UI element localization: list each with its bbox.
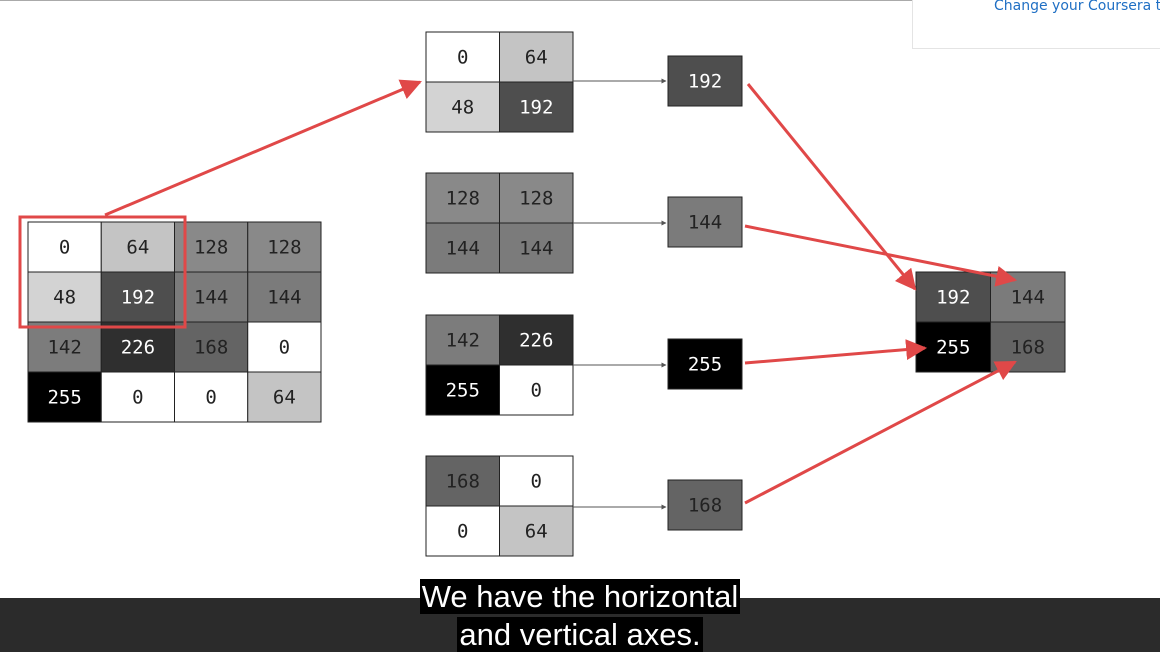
cell [27, 371, 102, 423]
cell [425, 31, 500, 83]
cell [174, 271, 249, 323]
cell [667, 338, 743, 390]
cell-value: 142 [47, 337, 81, 359]
cell [499, 222, 574, 274]
cell-value: 168 [194, 337, 228, 359]
cell-value: 192 [519, 97, 553, 119]
cell [425, 81, 500, 133]
cell [425, 172, 500, 224]
cell-value: 128 [267, 237, 301, 259]
caption-line: We have the horizontal [419, 579, 741, 614]
cells: 0 64 128 128 48 192 144 144 142 226 168 0 255 0 0 64 0 64… [27, 31, 1066, 557]
cell-value: 255 [47, 387, 81, 409]
cell-value: 192 [121, 287, 155, 309]
red-arrow [746, 83, 917, 291]
cell-value: 144 [446, 238, 480, 260]
cell-value: 48 [451, 97, 474, 119]
cell [499, 81, 574, 133]
cell [425, 364, 500, 416]
cell [100, 271, 175, 323]
highlight-box [18, 215, 187, 329]
cell-value: 48 [53, 287, 76, 309]
cell [915, 321, 991, 373]
cell [174, 221, 249, 273]
cell [100, 371, 175, 423]
cell-value: 0 [132, 387, 143, 409]
cell-value: 144 [688, 212, 722, 234]
cell-value: 128 [446, 188, 480, 210]
cell-value: 64 [525, 47, 548, 69]
cell-value: 64 [273, 387, 296, 409]
cell-value: 226 [121, 337, 155, 359]
cell-value: 255 [446, 380, 480, 402]
cell-value: 0 [457, 521, 468, 543]
cell-value: 144 [267, 287, 301, 309]
arrows [18, 78, 1018, 510]
cell-value: 168 [688, 495, 722, 517]
banner[interactable]: Change your Coursera t [912, 0, 1160, 49]
cell [499, 172, 574, 224]
red-arrow [744, 339, 928, 365]
cell [425, 455, 500, 507]
cell [27, 271, 102, 323]
cell-value: 0 [205, 387, 216, 409]
cell [247, 321, 322, 373]
cell [247, 371, 322, 423]
cell-value: 168 [446, 471, 480, 493]
cell [667, 479, 743, 531]
cell [915, 271, 991, 323]
red-arrow [744, 360, 1017, 505]
cell [499, 455, 574, 507]
cell-value: 144 [1011, 287, 1045, 309]
cell-value: 0 [457, 47, 468, 69]
cell [499, 364, 574, 416]
cell-value: 144 [194, 287, 228, 309]
cell-value: 128 [194, 237, 228, 259]
cell-value: 255 [688, 354, 722, 376]
red-arrow [744, 224, 1018, 287]
cell [425, 505, 500, 557]
cell [174, 321, 249, 373]
caption-line: and vertical axes. [457, 617, 703, 652]
cell-value: 64 [126, 237, 149, 259]
captions: We have the horizontal and vertical axes… [0, 578, 1160, 654]
cell [100, 221, 175, 273]
cell-value: 226 [519, 330, 553, 352]
cell-value: 192 [688, 71, 722, 93]
cell [425, 314, 500, 366]
cell [174, 371, 249, 423]
cell [27, 321, 102, 373]
red-arrow [104, 79, 422, 217]
cell-value: 142 [446, 330, 480, 352]
cell [667, 196, 743, 248]
cell-value: 64 [525, 521, 548, 543]
cell-value: 0 [59, 237, 70, 259]
cell-value: 0 [531, 380, 542, 402]
cell-value: 144 [519, 238, 553, 260]
cell [100, 321, 175, 373]
cell-value: 192 [936, 287, 970, 309]
cell [499, 505, 574, 557]
cell-value: 128 [519, 188, 553, 210]
cell-value: 0 [279, 337, 290, 359]
cell [425, 222, 500, 274]
cell-value: 168 [1011, 337, 1045, 359]
cell [499, 314, 574, 366]
cell-value: 0 [531, 471, 542, 493]
banner-link[interactable]: Change your Coursera t [994, 0, 1160, 14]
cell-value: 255 [936, 337, 970, 359]
cell [667, 55, 743, 107]
